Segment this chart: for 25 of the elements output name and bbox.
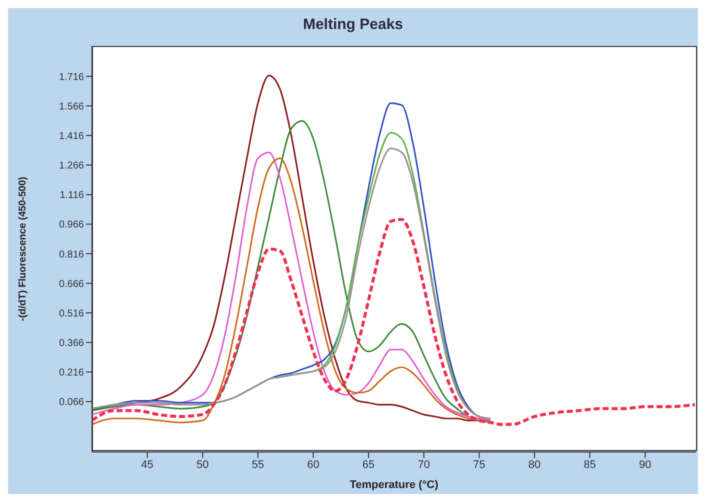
y-tick-label: 1.416 [58, 131, 84, 142]
y-tick-label: 0.816 [58, 249, 84, 260]
x-axis-title: Temperature (°C) [350, 479, 439, 491]
x-tick-label: 80 [528, 458, 541, 471]
y-tick-label: 0.516 [58, 308, 84, 320]
x-tick-label: 85 [584, 458, 596, 471]
y-tick-label: 1.716 [58, 72, 84, 83]
y-tick-label: 1.116 [60, 190, 84, 202]
x-tick-label: 55 [252, 458, 264, 471]
y-tick-label: 0.066 [58, 397, 84, 408]
x-tick-label: 90 [638, 458, 652, 471]
x-tick-label: 65 [362, 458, 375, 471]
x-tick-label: 75 [473, 458, 486, 471]
y-tick-label: 1.266 [58, 160, 84, 172]
y-axis-title: -(d/dT) Fluorescence (450-500) [18, 176, 29, 322]
x-tick-label: 50 [196, 458, 209, 471]
y-tick-label: 0.366 [58, 338, 84, 349]
chart-title: Melting Peaks [302, 15, 404, 35]
x-tick-label: 45 [141, 458, 154, 471]
y-tick-label: 0.666 [58, 278, 84, 290]
y-tick-label: 0.216 [58, 368, 84, 379]
x-tick-label: 70 [418, 458, 430, 471]
y-tick-label: 0.966 [58, 220, 84, 231]
y-tick-label: 1.566 [58, 101, 84, 112]
x-tick-label: 60 [307, 458, 320, 471]
